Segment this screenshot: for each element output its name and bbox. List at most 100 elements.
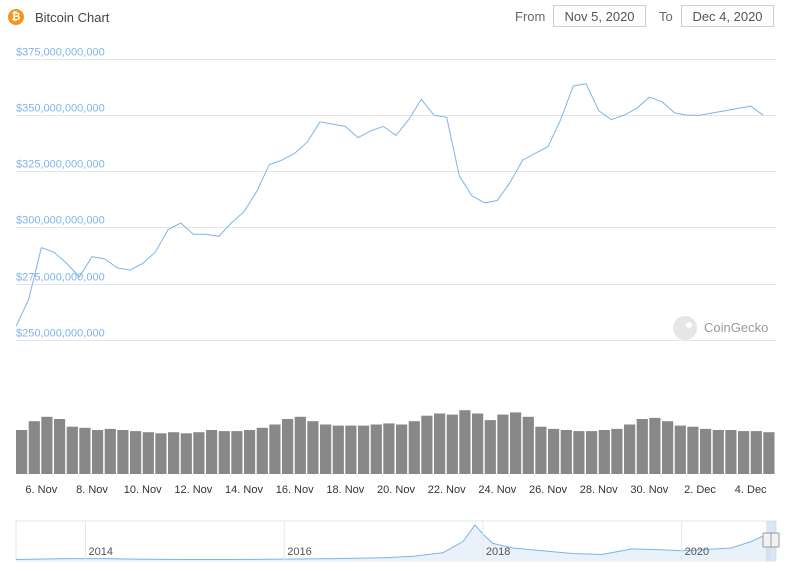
y-tick-label: $350,000,000,000 [16, 103, 105, 115]
volume-bar [345, 425, 357, 474]
y-axis: $250,000,000,000 $275,000,000,000 $300,000… [16, 47, 105, 340]
volume-bar [104, 428, 116, 474]
volume-bar [586, 431, 598, 474]
navigator-labels: 2014 2016 2018 2020 [85, 521, 709, 560]
volume-bar [244, 430, 256, 474]
volume-bar [180, 433, 192, 474]
x-tick-label: 8. Nov [76, 484, 108, 496]
volume-bar [54, 419, 66, 474]
volume-bar [763, 432, 775, 474]
x-tick-label: 4. Dec [735, 484, 767, 496]
navigator[interactable]: 2014 2016 2018 2020 [15, 520, 780, 562]
volume-bar [130, 431, 142, 474]
volume-bar [421, 415, 433, 474]
volume-bar [459, 410, 471, 474]
volume-bar [396, 424, 408, 474]
volume-bar [218, 431, 230, 474]
volume-bar [725, 430, 737, 474]
volume-bar [193, 432, 205, 474]
volume-bar [636, 419, 648, 474]
volume-bar [282, 419, 294, 474]
x-axis: 6. Nov 8. Nov 10. Nov 12. Nov 14. Nov 16. Nov… [25, 484, 767, 496]
coingecko-label: CoinGecko [704, 320, 768, 335]
x-tick-label: 18. Nov [326, 484, 364, 496]
x-tick-label: 22. Nov [428, 484, 466, 496]
volume-bar [155, 433, 167, 474]
y-tick-label: $375,000,000,000 [16, 47, 105, 59]
x-tick-label: 14. Nov [225, 484, 263, 496]
x-tick-label: 10. Nov [124, 484, 162, 496]
volume-bar [687, 426, 699, 474]
volume-bar [662, 421, 674, 474]
y-tick-label: $325,000,000,000 [16, 159, 105, 171]
volume-bar [117, 430, 129, 474]
volume-bar [294, 416, 306, 474]
volume-bar [598, 430, 610, 474]
x-tick-label: 20. Nov [377, 484, 415, 496]
volume-bar [142, 432, 154, 474]
volume-bar [28, 421, 40, 474]
volume-bar [320, 424, 332, 474]
volume-bar [332, 425, 344, 474]
x-tick-label: 16. Nov [276, 484, 314, 496]
x-tick-label: 30. Nov [630, 484, 668, 496]
volume-bar [484, 420, 496, 474]
volume-bar [446, 414, 458, 474]
y-tick-label: $275,000,000,000 [16, 272, 105, 284]
volume-bar [256, 427, 268, 474]
volume-bar [66, 426, 78, 474]
volume-bar [560, 430, 572, 474]
grid-lines [16, 59, 776, 341]
navigator-label: 2016 [287, 546, 311, 558]
volume-bar [41, 416, 53, 474]
navigator-label: 2018 [486, 546, 510, 558]
x-tick-label: 6. Nov [25, 484, 57, 496]
volume-bar [497, 414, 509, 474]
volume-bar [738, 431, 750, 474]
volume-bar [206, 430, 218, 474]
to-label: To [659, 9, 673, 24]
x-tick-label: 26. Nov [529, 484, 567, 496]
volume-bar [269, 424, 281, 474]
volume-bar [383, 423, 395, 474]
volume-bar [674, 425, 686, 474]
volume-bar [16, 430, 28, 474]
coingecko-credit[interactable]: CoinGecko [673, 316, 768, 340]
volume-bar [408, 421, 420, 474]
volume-bar [750, 431, 762, 474]
volume-bar [573, 431, 585, 474]
bitcoin-icon: ₿ [8, 9, 24, 25]
volume-bars [16, 410, 775, 474]
navigator-line [15, 524, 772, 560]
volume-bar [168, 432, 180, 474]
volume-bar [358, 425, 370, 474]
to-date-input[interactable]: Dec 4, 2020 [681, 5, 774, 27]
volume-bar [370, 424, 382, 474]
x-tick-label: 28. Nov [580, 484, 618, 496]
volume-bar [472, 413, 484, 474]
navigator-area [16, 524, 771, 560]
coingecko-eye-icon [686, 322, 692, 328]
navigator-handle-right[interactable] [770, 532, 780, 548]
y-tick-label: $250,000,000,000 [16, 328, 105, 340]
volume-bar [548, 428, 560, 474]
navigator-label: 2014 [89, 546, 113, 558]
volume-bar [611, 428, 623, 474]
y-tick-label: $300,000,000,000 [16, 215, 105, 227]
volume-bar [624, 424, 636, 474]
volume-bar [92, 430, 104, 474]
x-tick-label: 2. Dec [684, 484, 716, 496]
from-date-input[interactable]: Nov 5, 2020 [553, 5, 646, 27]
chart-header: ₿ Bitcoin Chart From Nov 5, 2020 To Dec … [0, 0, 790, 36]
from-label: From [515, 9, 546, 24]
volume-bar [535, 426, 547, 474]
navigator-handle-left[interactable] [762, 532, 772, 548]
chart-title: Bitcoin Chart [35, 10, 110, 25]
volume-bar [522, 416, 534, 474]
volume-bar [649, 417, 661, 474]
volume-bar [712, 430, 724, 474]
coingecko-logo-icon [673, 316, 697, 340]
volume-bar [307, 421, 319, 474]
price-line [15, 83, 764, 327]
